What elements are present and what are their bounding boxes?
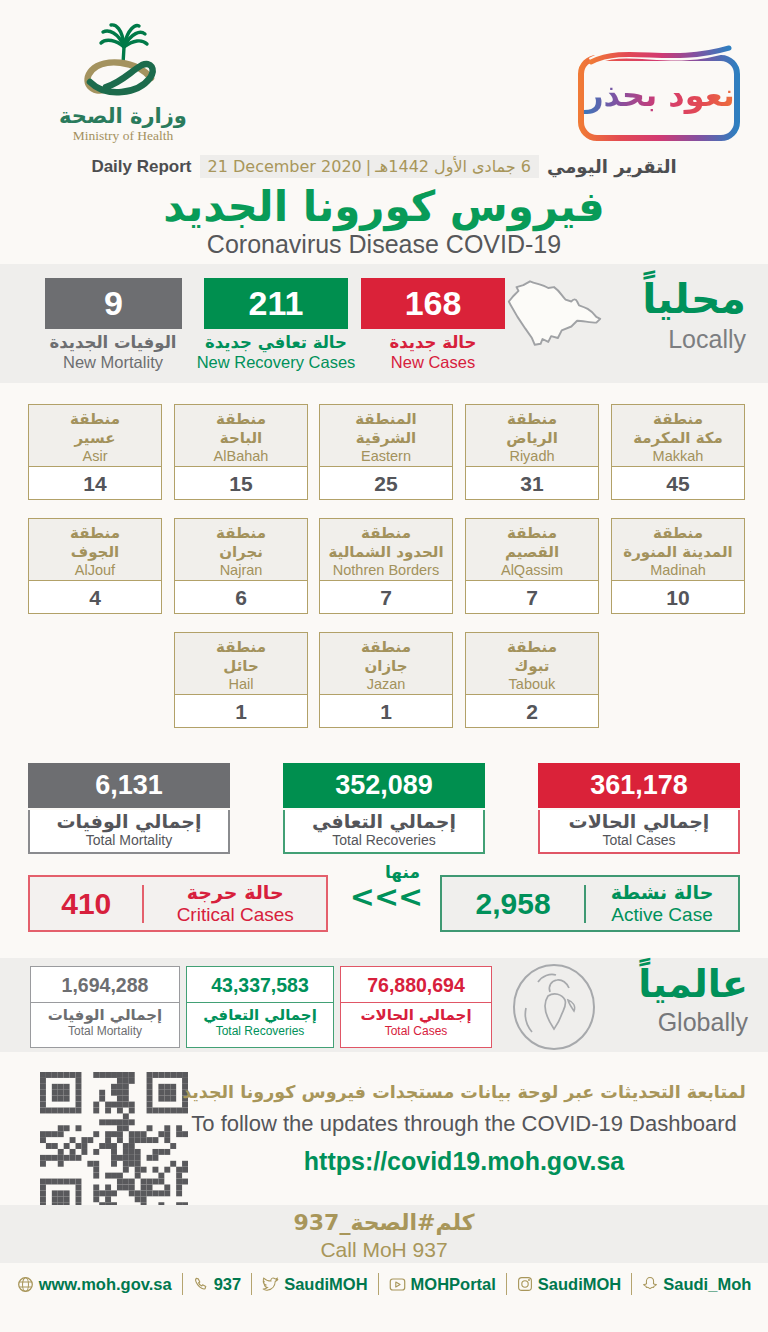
snapchat-icon [642,1276,658,1292]
return-with-caution-badge: نعود بحذر [577,40,743,144]
global-recoveries-box: 43,337,583 إجمالي التعافي Total Recoveri… [186,966,334,1048]
locally-heading-en: Locally [600,325,746,354]
region-box-madinah: منطقةالمدينة المنورة Madinah10 [611,518,745,614]
youtube-icon [389,1277,406,1292]
ministry-name-arabic: وزارة الصحة [48,104,198,128]
call-hashtag: كلم#الصحة_937 [0,1210,768,1235]
report-date-hijri: 6 جمادى الأول 1442هـ [375,157,531,176]
total-mortality-box: 6,131 إجمالي الوفياتTotal Mortality [28,763,230,854]
phone-icon [193,1276,209,1292]
badge-text: نعود بحذر [577,76,743,114]
footer-snapchat[interactable]: Saudi_Moh [642,1275,751,1294]
globally-heading-ar: عالمياً [598,962,748,1008]
locally-heading: محلياً Locally [600,277,746,354]
new-mortality-value: 9 [45,278,182,329]
region-box-jazan: منطقةجازان Jazan1 [319,632,453,728]
report-date-separator: | [366,157,371,176]
region-box-hail: منطقةحائل Hail1 [174,632,308,728]
new-cases-label: حالة جديدة New Cases [343,334,523,372]
daily-report-ar: التقرير اليومي [547,156,677,177]
footer-contact-bar: www.moh.gov.sa 937 SaudiMOH MOHPortal Sa… [0,1273,768,1295]
footer-youtube[interactable]: MOHPortal [389,1275,496,1294]
locally-heading-ar: محلياً [600,277,746,322]
new-cases-value: 168 [361,278,505,329]
dashboard-info: لمتابعة التحديثات عبر لوحة بيانات مستجدا… [168,1082,760,1176]
qr-code [40,1072,188,1220]
page-title-english: Coronavirus Disease COVID-19 [0,230,768,259]
globe-icon [17,1276,34,1293]
dashboard-line-ar: لمتابعة التحديثات عبر لوحة بيانات مستجدا… [168,1082,760,1102]
region-box-alqassim: منطقةالقصيم AlQassim7 [465,518,599,614]
report-date: 21 December 2020 | 6 جمادى الأول 1442هـ [200,155,539,178]
total-cases-box: 361,178 إجمالي الحالاتTotal Cases [538,763,740,854]
chevrons-icon: <<< [348,882,424,912]
of-which-indicator: منها <<< [348,862,424,912]
region-box-aljouf: منطقةالجوف AlJouf4 [28,518,162,614]
critical-cases-box: 410 حالة حرجة Critical Cases [28,875,328,932]
new-recovery-value: 211 [204,278,348,329]
twitter-icon [262,1277,279,1292]
new-mortality-label: الوفيات الجديدة New Mortality [23,334,203,372]
active-cases-box: 2,958 حالة نشطة Active Case [440,875,740,932]
region-box-eastern: المنطقةالشرقية Eastern25 [319,404,453,500]
page-title-arabic: فيروس كورونا الجديد [0,182,768,231]
dashboard-line-en: To follow the updates through the COVID-… [168,1111,760,1137]
global-cases-box: 76,880,694 إجمالي الحالات Total Cases [340,966,492,1048]
globally-heading-en: Globally [598,1008,748,1037]
moh-logo: وزارة الصحة Ministry of Health [48,20,198,144]
region-box-najran: منطقةنجران Najran6 [174,518,308,614]
new-recovery-label: حالة تعافي جديدة New Recovery Cases [186,334,366,372]
call-moh: Call MoH 937 [0,1238,768,1262]
footer-website[interactable]: www.moh.gov.sa [17,1275,172,1294]
report-page: وزارة الصحة Ministry of Health نعود بحذر… [0,0,768,1332]
globe-icon [510,962,598,1052]
report-date-gregorian: 21 December 2020 [208,157,362,176]
dashboard-url[interactable]: https://covid19.moh.gov.sa [168,1147,760,1176]
report-line: Daily Report 21 December 2020 | 6 جمادى … [0,155,768,178]
region-box-riyadh: منطقةالرياض Riyadh31 [465,404,599,500]
footer-instagram[interactable]: SaudiMOH [517,1275,621,1294]
region-box-albahah: منطقةالباحة AlBahah15 [174,404,308,500]
region-box-asir: منطقةعسير Asir14 [28,404,162,500]
region-box-makkah: منطقةمكة المكرمة Makkah45 [611,404,745,500]
region-box-tabouk: منطقةتبوك Tabouk2 [465,632,599,728]
footer-phone[interactable]: 937 [193,1275,242,1294]
instagram-icon [517,1276,533,1292]
total-recoveries-box: 352,089 إجمالي التعافيTotal Recoveries [283,763,485,854]
global-mortality-box: 1,694,288 إجمالي الوفيات Total Mortality [30,966,180,1048]
globally-heading: عالمياً Globally [598,962,748,1037]
daily-report-en: Daily Report [91,157,191,177]
saudi-map-icon [505,276,605,352]
moh-emblem-icon [48,20,198,98]
ministry-name-english: Ministry of Health [48,128,198,144]
footer-twitter[interactable]: SaudiMOH [262,1275,367,1294]
region-box-northern-borders: منطقةالحدود الشمالية Nothren Borders7 [319,518,453,614]
